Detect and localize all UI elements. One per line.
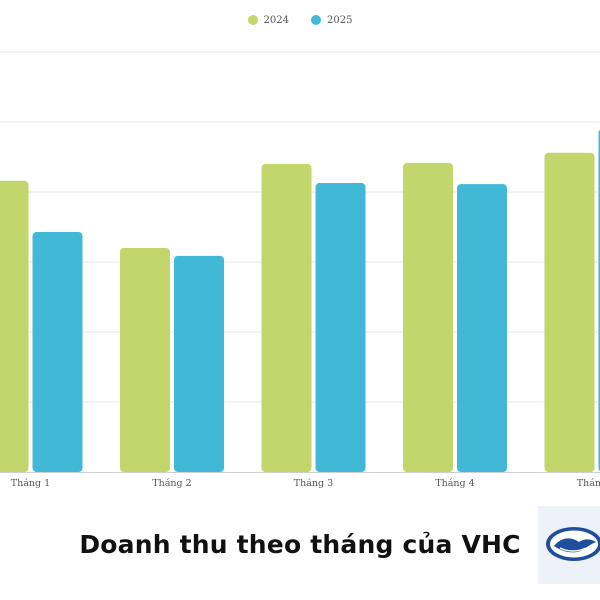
chart-title: Doanh thu theo tháng của VHC [79, 530, 521, 559]
x-tick-label: Tháng 3 [294, 478, 333, 489]
chart-legend: 2024 2025 [0, 10, 600, 30]
bar-2025-3[interactable] [315, 183, 366, 473]
x-tick-label: Tháng 1 [11, 478, 50, 489]
company-logo [538, 506, 600, 584]
bar-2025-4[interactable] [457, 184, 507, 472]
bars [0, 129, 600, 473]
x-tick-label: Tháng 2 [152, 478, 191, 489]
legend-swatch-2025 [311, 15, 321, 25]
bar-2024-2[interactable] [120, 248, 170, 472]
bar-2024-3[interactable] [261, 164, 312, 472]
legend-item-2025[interactable]: 2025 [311, 15, 352, 26]
x-axis: Tháng 1 Tháng 2 Tháng 3 Tháng 4 Tháng 5 [0, 472, 600, 489]
bar-2024-5[interactable] [544, 152, 595, 473]
x-tick-label: Tháng 4 [435, 478, 474, 489]
x-tick-label: Tháng 5 [577, 478, 600, 489]
legend-label-2025: 2025 [327, 14, 353, 26]
legend-label-2024: 2024 [263, 14, 289, 26]
bar-2024-1[interactable] [0, 180, 29, 472]
legend-swatch-2024 [247, 15, 258, 25]
bar-2024-4[interactable] [403, 162, 453, 472]
legend-item-2024[interactable]: 2024 [247, 14, 289, 26]
bar-2025-1[interactable] [32, 232, 83, 472]
bar-2025-2[interactable] [174, 255, 224, 472]
